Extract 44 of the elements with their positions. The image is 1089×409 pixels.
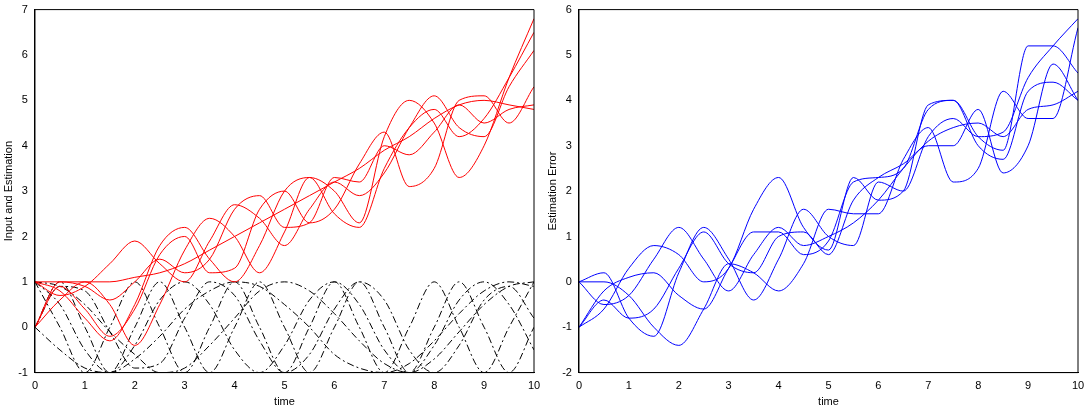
- y-tick-label: 5: [21, 93, 28, 106]
- x-tick-label: 6: [331, 379, 338, 392]
- y-tick-label: 5: [565, 48, 572, 61]
- x-tick-label: 3: [181, 379, 188, 392]
- y-tick-label: 4: [565, 93, 572, 106]
- x-tick-label: 2: [675, 379, 682, 392]
- y-tick-label: 6: [565, 2, 572, 15]
- x-tick-label: 7: [925, 379, 932, 392]
- y-tick-label: 4: [21, 138, 28, 151]
- x-tick-label: 1: [625, 379, 632, 392]
- x-tick-label: 4: [231, 379, 238, 392]
- y-axis-title: Estimation Error: [545, 151, 558, 231]
- y-tick-label: 3: [21, 184, 28, 197]
- y-tick-label: 2: [565, 184, 572, 197]
- x-tick-label: 5: [825, 379, 832, 392]
- x-tick-label: 5: [281, 379, 288, 392]
- y-tick-label: -2: [562, 365, 572, 378]
- x-tick-label: 10: [527, 379, 541, 392]
- y-tick-label: 1: [21, 274, 28, 287]
- x-axis-title: time: [818, 395, 839, 408]
- x-axis-title: time: [274, 395, 295, 408]
- x-tick-label: 7: [381, 379, 388, 392]
- x-tick-label: 9: [1025, 379, 1032, 392]
- y-tick-label: 0: [21, 320, 28, 333]
- y-tick-label: -1: [18, 365, 28, 378]
- y-axis-title: Input and Estimation: [1, 140, 14, 242]
- x-tick-label: 8: [431, 379, 438, 392]
- y-tick-label: 1: [565, 229, 572, 242]
- x-tick-label: 0: [575, 379, 583, 392]
- y-tick-label: 0: [565, 274, 572, 287]
- x-tick-label: 8: [975, 379, 982, 392]
- x-tick-label: 10: [1071, 379, 1085, 392]
- x-tick-label: 4: [775, 379, 782, 392]
- x-tick-label: 3: [725, 379, 732, 392]
- x-tick-label: 6: [875, 379, 882, 392]
- y-tick-label: 3: [565, 138, 572, 151]
- y-tick-label: -1: [562, 320, 572, 333]
- x-tick-label: 2: [131, 379, 138, 392]
- x-tick-label: 1: [81, 379, 88, 392]
- y-tick-label: 7: [21, 2, 28, 15]
- y-tick-label: 2: [21, 229, 28, 242]
- y-tick-label: 6: [21, 48, 28, 61]
- x-tick-label: 0: [31, 379, 39, 392]
- x-tick-label: 9: [481, 379, 488, 392]
